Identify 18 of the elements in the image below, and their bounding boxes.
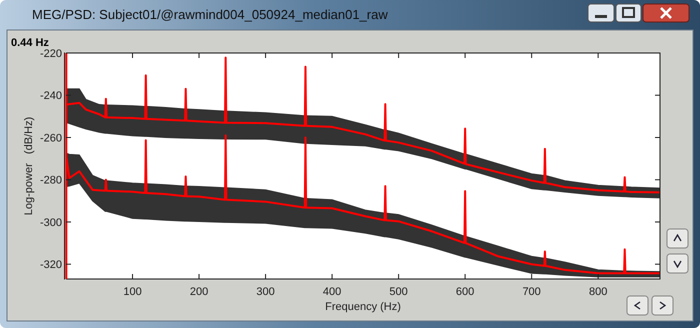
y-tick-label: -320 [40,259,62,272]
y-tick-label: -220 [40,48,62,60]
x-tick-label: 800 [588,286,608,298]
y-tick-label: -300 [40,216,62,229]
x-axis-title: Frequency (Hz) [325,301,401,313]
y-tick-label: -240 [40,90,62,102]
x-tick-label: 200 [190,286,208,298]
y-axis-title: Log-power (dB/Hz) [23,116,35,216]
x-tick-label: 300 [256,286,275,298]
chart-title: MEG/PSD: Subject01/@rawmind004_050924_median01_raw [32,7,388,22]
x-tick-label: 100 [123,286,142,298]
x-tick-label: 700 [522,286,541,298]
x-tick-label: 600 [456,286,474,298]
y-tick-label: -260 [40,132,62,144]
y-tick-label: -280 [40,174,62,187]
x-tick-label: 500 [389,286,408,298]
ref-line-label: 0.44 Hz [11,37,50,49]
x-tick-label: 400 [322,286,342,298]
